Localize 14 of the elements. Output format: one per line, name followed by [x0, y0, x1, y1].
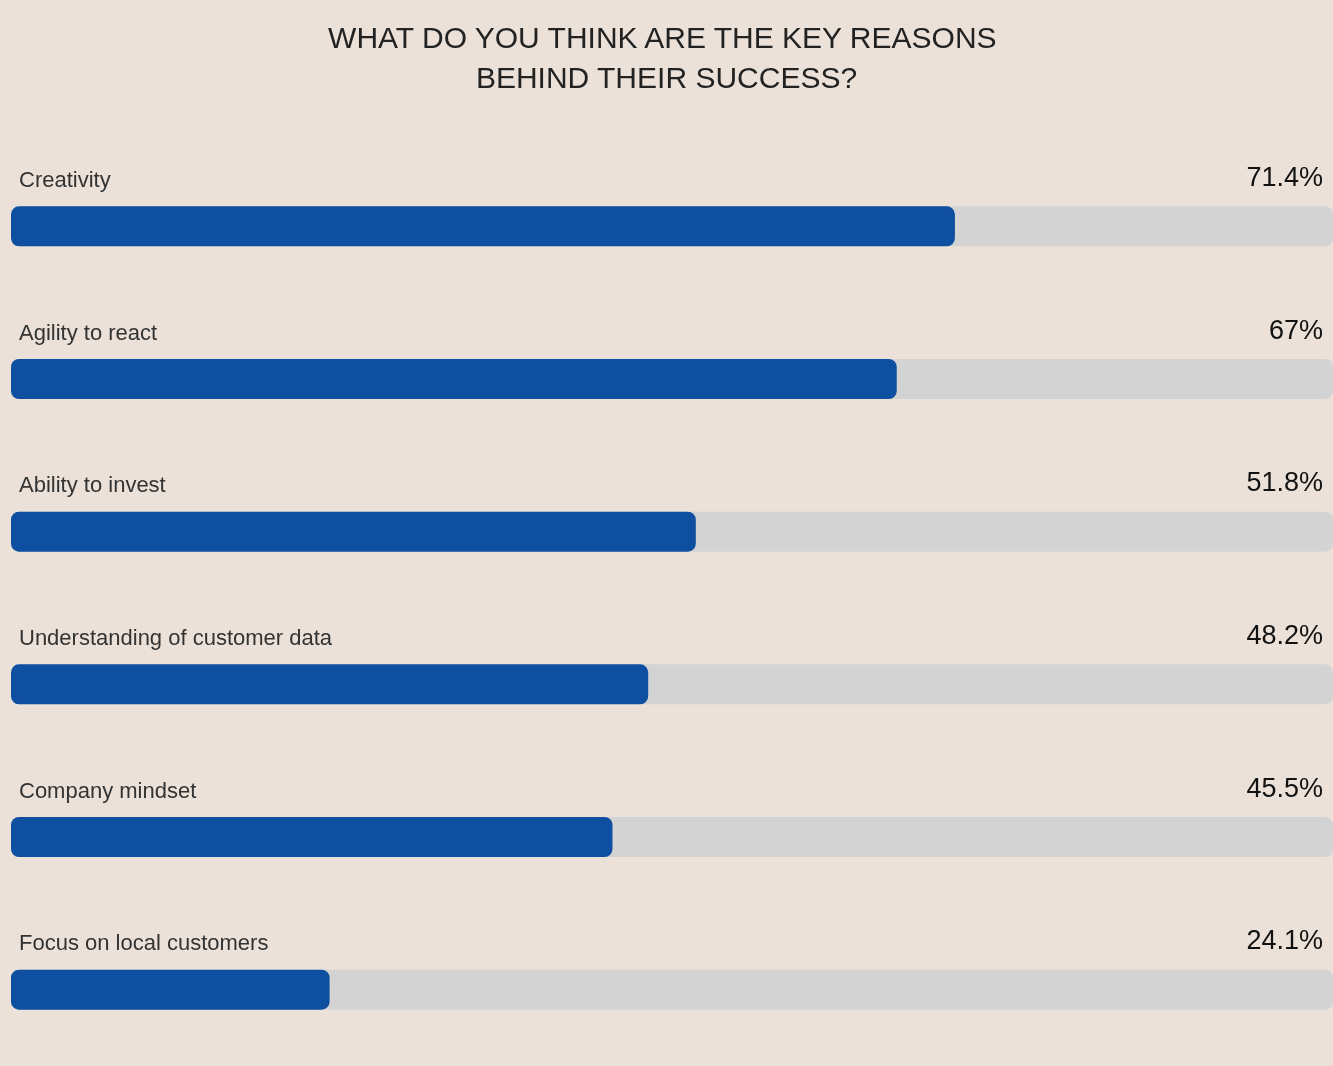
- data-label: 45.5%: [1246, 772, 1323, 803]
- data-label: 67%: [1268, 314, 1323, 345]
- data-label: 51.8%: [1246, 467, 1323, 498]
- y-tick-label: Company mindset: [19, 777, 197, 803]
- y-tick-label: Focus on local customers: [19, 930, 269, 956]
- y-tick-label: Understanding of customer data: [19, 624, 333, 650]
- data-label: 48.2%: [1246, 619, 1323, 650]
- bar: [11, 969, 330, 1010]
- y-tick-label: Creativity: [19, 166, 111, 192]
- chart-title: WHAT DO YOU THINK ARE THE KEY REASONS BEHIND THEIR SUCCESS?: [328, 20, 1005, 94]
- data-label: 71.4%: [1246, 161, 1323, 192]
- data-label: 24.1%: [1246, 925, 1323, 956]
- y-tick-label: Agility to react: [19, 319, 158, 345]
- y-tick-label: Ability to invest: [19, 472, 166, 498]
